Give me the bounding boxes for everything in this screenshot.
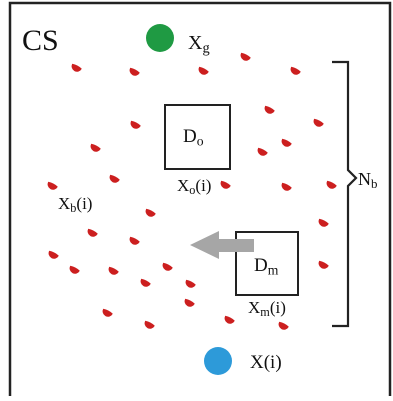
obstacle-xo-label: Xo(i) xyxy=(177,176,212,198)
nb-brace xyxy=(332,60,358,328)
particle-13 xyxy=(109,174,120,183)
particle-17 xyxy=(145,208,156,217)
particle-1 xyxy=(71,63,82,72)
obstacle-do-label: Do xyxy=(183,126,204,149)
particle-4 xyxy=(240,52,251,61)
particle-15 xyxy=(281,182,292,191)
particle-9 xyxy=(264,105,275,114)
particle-20 xyxy=(129,236,140,245)
nb-label: Nb xyxy=(358,169,378,192)
particle-8 xyxy=(90,143,101,152)
particle-xb-label: Xb(i) xyxy=(58,194,93,216)
particle-14 xyxy=(220,180,231,189)
obstacle-xm-label: Xm(i) xyxy=(248,298,286,320)
particle-25 xyxy=(140,278,151,287)
obstacle-box-dm xyxy=(235,231,299,296)
obstacle-dm-label: Dm xyxy=(254,255,279,278)
particle-28 xyxy=(144,320,155,329)
particle-group xyxy=(47,52,337,330)
particle-29 xyxy=(184,298,195,307)
goal-point xyxy=(146,24,174,52)
goal-label: Xg xyxy=(188,32,210,57)
particle-30 xyxy=(224,315,235,324)
particle-21 xyxy=(162,262,173,271)
particle-5 xyxy=(290,66,301,75)
particle-31 xyxy=(278,321,289,330)
particle-2 xyxy=(129,67,140,76)
particle-12 xyxy=(47,181,58,190)
particle-26 xyxy=(185,279,196,288)
agent-label: X(i) xyxy=(250,352,282,373)
motion-arrow xyxy=(190,231,254,259)
particle-24 xyxy=(108,266,119,275)
obstacle-box-do xyxy=(164,104,231,170)
particle-22 xyxy=(48,250,59,259)
particle-10 xyxy=(281,138,292,147)
particle-19 xyxy=(87,228,98,237)
particle-7 xyxy=(130,120,141,129)
particle-3 xyxy=(198,66,209,75)
particle-32 xyxy=(318,260,329,269)
agent-point xyxy=(204,347,232,375)
particle-6 xyxy=(313,118,324,127)
frame-border xyxy=(8,1,392,396)
particle-18 xyxy=(318,218,329,227)
particle-27 xyxy=(102,308,113,317)
particle-16 xyxy=(326,180,337,189)
particle-23 xyxy=(69,265,80,274)
particle-11 xyxy=(257,147,268,156)
frame-title: CS xyxy=(22,24,59,57)
